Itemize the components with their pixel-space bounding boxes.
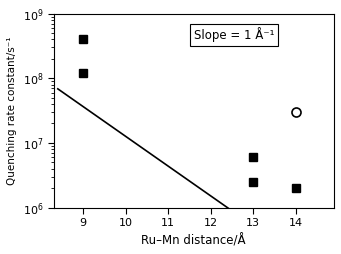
X-axis label: Ru–Mn distance/Å: Ru–Mn distance/Å: [142, 234, 246, 247]
Y-axis label: Quenching rate constant/s⁻¹: Quenching rate constant/s⁻¹: [7, 36, 17, 185]
Text: Slope = 1 Å⁻¹: Slope = 1 Å⁻¹: [194, 27, 274, 42]
